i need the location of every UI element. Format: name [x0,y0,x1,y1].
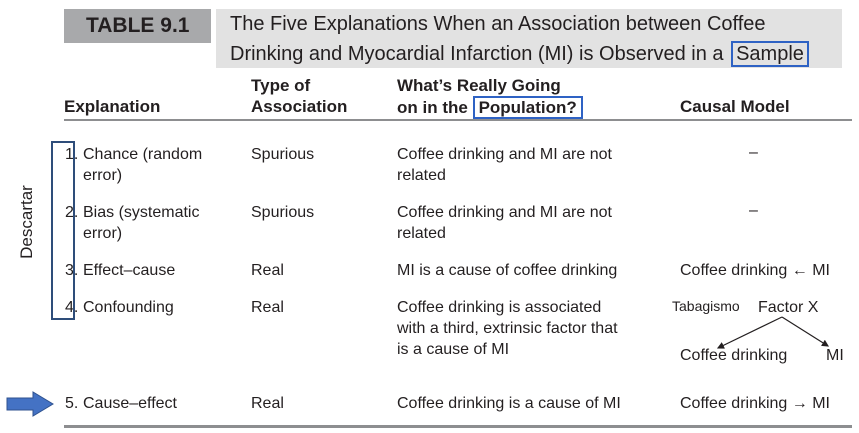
table-label: TABLE 9.1 [86,14,190,37]
row-5-explanation: Cause–effect [83,395,177,412]
row-4-population-line-1: Coffee drinking is associated [397,299,602,316]
table-title-line-2-text: Drinking and Myocardial Infarction (MI) … [230,43,724,65]
row-3-explanation: Effect–cause [83,262,176,279]
row-4-population-line-2: with a third, extrinsic factor that [397,320,618,337]
row-2-explanation-line-1: Bias (systematic [83,204,200,221]
col-header-explanation: Explanation [64,97,161,116]
row-4-population-line-3: is a cause of MI [397,341,510,358]
row-1-causal-model: – [749,144,758,161]
discard-bracket [51,141,75,320]
col-header-population: What’s Really Going on in the Population… [397,75,583,119]
row-4-explanation: Confounding [83,299,174,316]
row-2-population: Coffee drinking and MI are not related [397,202,612,244]
col-header-type: Type of Association [251,75,347,117]
row-5-population: Coffee drinking is a cause of MI [397,395,621,412]
row-3-population: MI is a cause of coffee drinking [397,262,618,279]
row-3-number: 3. [65,262,79,279]
row-5-causal-model: Coffee drinking → MI [680,395,830,412]
sample-highlight: Sample [731,41,809,67]
row-1-population: Coffee drinking and MI are not related [397,144,612,186]
col-header-causal-model: Causal Model [680,97,790,116]
population-highlight: Population? [472,96,583,119]
row-4-population: Coffee drinking is associated with a thi… [397,297,618,360]
discard-label: Descartar [17,185,36,259]
col-header-population-prefix: on in the [397,98,468,117]
title-band [216,9,842,68]
row-1-explanation: Chance (random error) [83,144,202,186]
row-1-type: Spurious [251,146,315,163]
table-title-line-2: Drinking and Myocardial Infarction (MI) … [230,41,809,67]
arrow-to-coffee-drinking [716,316,783,349]
row-1-number: 1. [65,146,79,163]
bottom-rule [64,425,852,428]
col-header-population-line-1: What’s Really Going [397,76,561,95]
row-5-number: 5. [65,395,79,412]
row-4-causal-left: Coffee drinking [680,347,788,364]
row-5-type: Real [251,395,284,412]
table-title-line-1: The Five Explanations When an Associatio… [230,13,766,35]
row-2-population-line-2: related [397,225,446,242]
confounding-arrows [716,316,830,349]
row-1-explanation-line-1: Chance (random [83,146,203,163]
row-4-number: 4. [65,299,79,316]
row-1-population-line-1: Coffee drinking and MI are not [397,146,612,163]
row-3-causal-model: Coffee drinking ← MI [680,262,830,279]
header-rule [64,119,852,121]
arrow-to-mi [781,316,830,347]
row-1-population-line-2: related [397,167,446,184]
row-4-causal-factor: Factor X [758,299,819,316]
row-4-causal-annotation: Tabagismo [672,298,740,314]
col-header-population-line-2: on in the Population? [397,96,583,119]
row-2-causal-model: – [749,202,758,219]
row-2-explanation-line-2: error) [83,225,123,242]
col-header-type-line-2: Association [251,97,348,116]
row-4-type: Real [251,299,284,316]
row-2-explanation: Bias (systematic error) [83,202,199,244]
row-2-type: Spurious [251,204,315,221]
table-label-box: TABLE 9.1 [64,9,211,43]
right-arrow-icon [6,391,54,417]
row-3-type: Real [251,262,284,279]
row-2-population-line-1: Coffee drinking and MI are not [397,204,612,221]
col-header-type-line-1: Type of [251,76,311,95]
row-1-explanation-line-2: error) [83,167,123,184]
row-2-number: 2. [65,204,79,221]
row-4-causal-right: MI [826,347,844,364]
